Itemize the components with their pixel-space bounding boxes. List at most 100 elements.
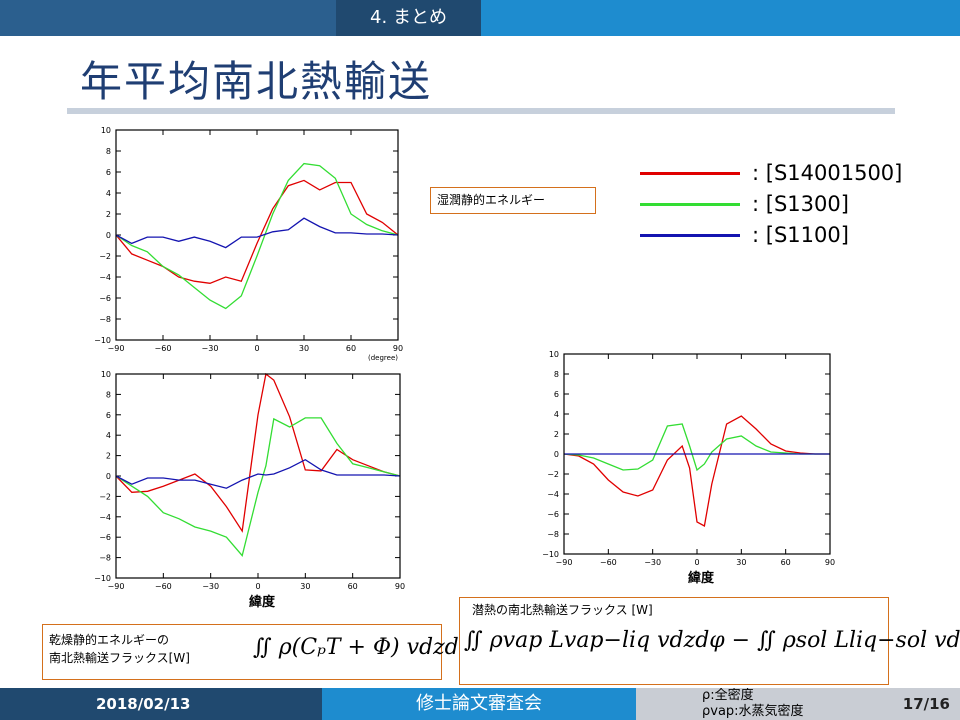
x-tick-label: −90 bbox=[108, 582, 125, 591]
legend-label: : [S1300] bbox=[752, 192, 849, 216]
y-tick-label: −6 bbox=[99, 533, 111, 542]
y-tick-label: 0 bbox=[106, 472, 111, 481]
y-tick-label: 0 bbox=[554, 450, 559, 459]
dry-static-caption: 乾燥静的エネルギーの 南北熱輸送フラックス[W] bbox=[49, 631, 190, 667]
section-label: 4. まとめ bbox=[336, 0, 481, 36]
x-tick-label: 90 bbox=[825, 558, 835, 567]
footer-notes: ρ:全密度 ρvap:水蒸気密度 bbox=[702, 688, 804, 720]
series-line bbox=[115, 372, 401, 533]
y-tick-label: −6 bbox=[547, 510, 559, 519]
y-tick-label: −10 bbox=[94, 574, 111, 583]
y-tick-label: 10 bbox=[101, 126, 111, 135]
footer-bar: 2018/02/13 修士論文審査会 ρ:全密度 ρvap:水蒸気密度 17/1… bbox=[0, 688, 960, 720]
series-line bbox=[115, 179, 399, 284]
x-tick-label: 0 bbox=[255, 582, 260, 591]
x-tick-label: 60 bbox=[348, 582, 358, 591]
y-tick-label: 8 bbox=[554, 370, 559, 379]
header-bar: 4. まとめ bbox=[0, 0, 960, 36]
x-tick-label: −60 bbox=[155, 582, 172, 591]
dry-static-formula: ∬ ρ(CₚT + Φ) vdzdφ bbox=[253, 635, 475, 660]
x-axis-label: 緯度 bbox=[249, 594, 276, 610]
y-tick-label: −4 bbox=[99, 513, 111, 522]
y-tick-label: 8 bbox=[106, 390, 111, 399]
note-density: ρ:全密度 bbox=[702, 688, 754, 703]
chart-legend: : [S14001500] : [S1300] : [S1100] bbox=[636, 156, 936, 252]
y-tick-label: −2 bbox=[99, 252, 111, 261]
x-tick-label: 90 bbox=[395, 582, 405, 591]
series-line bbox=[115, 458, 401, 489]
legend-swatch-green bbox=[640, 203, 740, 206]
x-tick-label: −90 bbox=[556, 558, 573, 567]
y-tick-label: 2 bbox=[106, 210, 111, 219]
y-tick-label: −6 bbox=[99, 294, 111, 303]
legend-item-s1300: : [S1300] bbox=[636, 189, 936, 219]
x-tick-label: −90 bbox=[108, 344, 125, 353]
dry-static-formula-box: 乾燥静的エネルギーの 南北熱輸送フラックス[W] ∬ ρ(CₚT + Φ) vd… bbox=[42, 624, 474, 680]
y-tick-label: −2 bbox=[99, 492, 111, 501]
y-tick-label: 10 bbox=[549, 350, 559, 359]
header-accent bbox=[481, 0, 960, 36]
series-line bbox=[563, 415, 830, 528]
y-tick-label: −8 bbox=[547, 530, 559, 539]
dry-caption-line1: 乾燥静的エネルギーの bbox=[49, 633, 170, 647]
plot-frame bbox=[563, 353, 831, 555]
series-line bbox=[115, 217, 399, 249]
y-tick-label: −10 bbox=[94, 336, 111, 345]
x-tick-label: 0 bbox=[694, 558, 699, 567]
dry-static-energy-chart: −10 −8 −6 −4 −2 0 2 4 6 8 10 −90 −60 −30 0 30 60 90 緯度 bbox=[94, 370, 405, 610]
x-tick-label: 0 bbox=[254, 344, 259, 353]
y-tick-label: −10 bbox=[542, 550, 559, 559]
series-line bbox=[115, 417, 401, 557]
legend-swatch-red bbox=[640, 172, 740, 175]
y-tick-label: 2 bbox=[554, 430, 559, 439]
y-tick-label: −8 bbox=[99, 315, 111, 324]
x-axis-label: (degree) bbox=[368, 354, 398, 362]
latent-heat-formula: ∬ ρvap Lvap−liq vdzdφ − ∬ ρsol Lliq−sol … bbox=[464, 628, 960, 653]
dry-caption-line2: 南北熱輸送フラックス[W] bbox=[49, 651, 190, 665]
x-axis-label: 緯度 bbox=[688, 570, 715, 586]
latent-heat-formula-box: 潜熱の南北熱輸送フラックス [W] ∬ ρvap Lvap−liq vdzdφ … bbox=[459, 597, 960, 685]
y-tick-label: 2 bbox=[106, 452, 111, 461]
x-tick-label: −60 bbox=[155, 344, 172, 353]
legend-item-s1100: : [S1100] bbox=[636, 220, 936, 250]
y-tick-label: 6 bbox=[106, 411, 111, 420]
x-tick-label: 30 bbox=[736, 558, 746, 567]
y-tick-label: 4 bbox=[554, 410, 559, 419]
moist-static-label: 湿潤静的エネルギー bbox=[430, 187, 596, 214]
plot-frame bbox=[115, 373, 401, 579]
x-tick-label: 60 bbox=[346, 344, 356, 353]
x-tick-label: 30 bbox=[300, 582, 310, 591]
legend-label: : [S1100] bbox=[752, 223, 849, 247]
y-tick-label: 4 bbox=[106, 189, 111, 198]
x-tick-label: 30 bbox=[299, 344, 309, 353]
footer-notes-panel: ρ:全密度 ρvap:水蒸気密度 17/16 bbox=[636, 688, 960, 720]
y-tick-label: −2 bbox=[547, 470, 559, 479]
latent-heat-caption: 潜熱の南北熱輸送フラックス [W] bbox=[472, 603, 653, 617]
y-tick-label: 4 bbox=[106, 431, 111, 440]
plot-frame bbox=[115, 129, 399, 341]
x-tick-label: −30 bbox=[644, 558, 661, 567]
title-divider bbox=[67, 108, 895, 114]
y-tick-label: 0 bbox=[106, 231, 111, 240]
latent-heat-chart: −10 −8 −6 −4 −2 0 2 4 6 8 10 −90 −60 −30 0 30 60 90 緯度 bbox=[542, 350, 835, 586]
y-tick-label: 8 bbox=[106, 147, 111, 156]
x-tick-label: −30 bbox=[202, 344, 219, 353]
moist-static-energy-chart: −10 −8 −6 −4 −2 0 2 4 6 8 10 −90 −60 −30 0 30 60 90(degre… bbox=[94, 126, 403, 362]
y-tick-label: −4 bbox=[99, 273, 111, 282]
footer-date: 2018/02/13 bbox=[0, 688, 322, 720]
x-tick-label: 90 bbox=[393, 344, 403, 353]
y-tick-label: −8 bbox=[99, 554, 111, 563]
x-tick-label: 60 bbox=[781, 558, 791, 567]
footer-event: 修士論文審査会 bbox=[322, 688, 636, 720]
series-line bbox=[563, 423, 830, 472]
legend-item-s14001500: : [S14001500] bbox=[636, 158, 936, 188]
series-line bbox=[115, 162, 399, 310]
note-vapor-density: ρvap:水蒸気密度 bbox=[702, 704, 804, 719]
legend-label: : [S14001500] bbox=[752, 161, 903, 185]
y-tick-label: 10 bbox=[101, 370, 111, 379]
page-number: 17/16 bbox=[902, 695, 950, 713]
x-tick-label: −30 bbox=[202, 582, 219, 591]
x-tick-label: −60 bbox=[600, 558, 617, 567]
slide-title: 年平均南北熱輸送 bbox=[80, 57, 433, 106]
y-tick-label: −4 bbox=[547, 490, 559, 499]
